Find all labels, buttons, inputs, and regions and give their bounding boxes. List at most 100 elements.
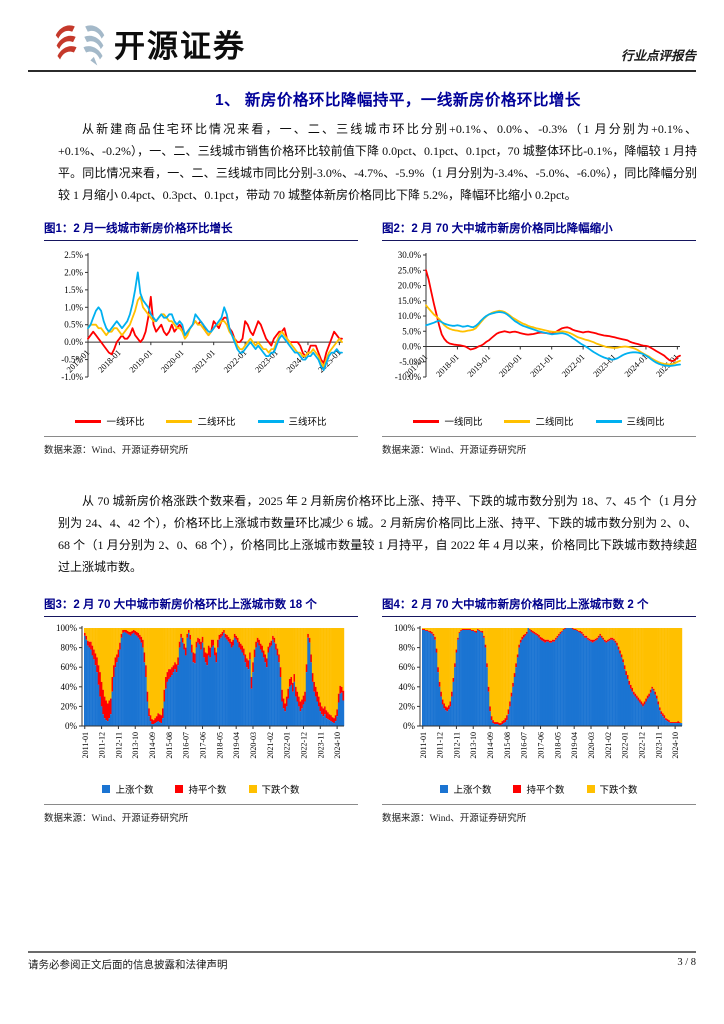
svg-text:2024-10: 2024-10	[333, 732, 342, 759]
legend-swatch	[504, 419, 531, 423]
figure-3-title: 图3：2 月 70 大中城市新房价格环比上涨城市数 18 个	[44, 596, 358, 617]
svg-text:2014-09: 2014-09	[148, 732, 157, 759]
svg-text:2015-08: 2015-08	[165, 732, 174, 759]
legend-swatch	[440, 785, 449, 793]
paragraph-1: 从新建商品住宅环比情况来看，一、二、三线城市环比分别+0.1%、0.0%、-0.…	[58, 122, 697, 202]
svg-text:2022-01: 2022-01	[559, 352, 586, 379]
svg-text:2016-07: 2016-07	[182, 732, 191, 759]
brand-logo: 开源证券	[54, 20, 246, 66]
svg-text:2021-02: 2021-02	[604, 732, 613, 759]
legend-item: 三线环比	[257, 414, 327, 428]
svg-text:2021-02: 2021-02	[266, 732, 275, 759]
figure-4-source: 数据来源：Wind、开源证券研究所	[382, 804, 696, 824]
svg-text:2018-01: 2018-01	[434, 352, 461, 379]
legend-item: 三线同比	[595, 414, 665, 428]
svg-text:60%: 60%	[61, 662, 78, 672]
svg-text:2016-07: 2016-07	[520, 732, 529, 759]
svg-text:2019-04: 2019-04	[232, 732, 241, 759]
svg-text:15.0%: 15.0%	[398, 296, 422, 306]
svg-text:2017-06: 2017-06	[537, 732, 546, 759]
svg-text:2.5%: 2.5%	[64, 250, 83, 260]
legend-item: 上涨个数	[102, 782, 153, 796]
svg-text:25.0%: 25.0%	[398, 265, 422, 275]
svg-text:-0.5%: -0.5%	[61, 355, 83, 365]
figure-3-source: 数据来源：Wind、开源证券研究所	[44, 804, 358, 824]
legend-label: 持平个数	[188, 786, 227, 796]
legend-swatch	[586, 785, 595, 793]
svg-text:0.0%: 0.0%	[64, 337, 83, 347]
svg-text:2019-01: 2019-01	[127, 347, 154, 374]
legend-item: 持平个数	[513, 782, 565, 796]
svg-text:2020-03: 2020-03	[587, 732, 596, 759]
figure-2: 图2：2 月 70 大中城市新房价格同比降幅缩小 30.0% 25.0% 20.0%…	[382, 220, 696, 456]
svg-text:2021-01: 2021-01	[190, 347, 217, 374]
figure-4-title: 图4：2 月 70 大中城市新房价格同比上涨城市数 2 个	[382, 596, 696, 617]
svg-text:80%: 80%	[61, 643, 78, 653]
legend-item: 一线同比	[413, 414, 482, 428]
svg-text:2011-01: 2011-01	[419, 732, 428, 758]
legend-item: 二线环比	[166, 414, 236, 428]
svg-text:40%: 40%	[61, 682, 78, 692]
legend-item: 下跌个数	[586, 782, 638, 796]
legend-label: 二线环比	[197, 418, 236, 428]
legend-label: 一线环比	[106, 418, 145, 428]
figure-1-chart: 2.5% 2.0% 1.5% 1.0% 0.5% 0.0% -0.5% -1.0% 2017-0…	[44, 247, 358, 412]
report-header: 开源证券 行业点评报告	[0, 0, 724, 66]
page-footer: 请务必参阅正文后面的信息披露和法律声明 3 / 8	[28, 951, 696, 972]
figure-4: 图4：2 月 70 大中城市新房价格同比上涨城市数 2 个 100% 80% 60%…	[382, 596, 696, 824]
legend-swatch	[75, 419, 102, 423]
figure-1-source: 数据来源：Wind、开源证券研究所	[44, 436, 358, 456]
legend-swatch	[248, 785, 257, 793]
legend-swatch	[102, 785, 111, 793]
svg-text:2018-05: 2018-05	[553, 732, 562, 759]
svg-text:0.0%: 0.0%	[402, 342, 421, 352]
svg-text:2019-04: 2019-04	[570, 732, 579, 759]
brand-logo-icon	[55, 25, 105, 66]
svg-text:2011-01: 2011-01	[81, 732, 90, 758]
svg-text:100%: 100%	[56, 623, 78, 633]
svg-text:2022-01: 2022-01	[221, 347, 248, 374]
legend-label: 三线环比	[288, 418, 327, 428]
figure-1: 图1：2 月一线城市新房价格环比增长 2.5% 2.0% 1.5% 1.0% 0.5% 0…	[44, 220, 358, 456]
svg-text:-5.0%: -5.0%	[399, 357, 421, 367]
figure-1-title: 图1：2 月一线城市新房价格环比增长	[44, 220, 358, 241]
svg-text:100%: 100%	[394, 623, 416, 633]
svg-text:2012-11: 2012-11	[452, 732, 461, 758]
legend-swatch	[513, 785, 522, 793]
svg-text:2018-05: 2018-05	[215, 732, 224, 759]
svg-text:2011-12: 2011-12	[98, 732, 107, 758]
svg-text:0%: 0%	[65, 721, 78, 731]
svg-text:60%: 60%	[399, 662, 416, 672]
svg-text:1.0%: 1.0%	[64, 302, 83, 312]
svg-text:2022-12: 2022-12	[299, 732, 308, 759]
svg-text:2014-09: 2014-09	[486, 732, 495, 759]
figure-2-legend: 一线同比 二线同比 三线同比	[382, 414, 696, 428]
svg-text:2020-03: 2020-03	[249, 732, 258, 759]
legend-label: 上涨个数	[115, 786, 154, 796]
brand-name: 开源证券	[114, 28, 246, 64]
figure-2-source: 数据来源：Wind、开源证券研究所	[382, 436, 696, 456]
svg-text:2023-11: 2023-11	[316, 732, 325, 758]
svg-text:2022-01: 2022-01	[283, 732, 292, 759]
svg-text:0.5%: 0.5%	[64, 320, 83, 330]
svg-text:0%: 0%	[403, 721, 416, 731]
figure-2-chart: 30.0% 25.0% 20.0% 15.0% 10.0% 5.0% 0.0% -5.0% -1…	[382, 247, 696, 412]
report-type-label: 行业点评报告	[620, 49, 696, 63]
figure-3-chart: 100% 80% 60% 40% 20% 0% 2011-01 2011-12 2012-11 2…	[44, 623, 358, 780]
legend-swatch	[595, 419, 622, 423]
svg-text:2017-06: 2017-06	[199, 732, 208, 759]
svg-text:2013-10: 2013-10	[469, 732, 478, 759]
svg-text:2019-01: 2019-01	[465, 352, 492, 379]
svg-text:20%: 20%	[61, 701, 78, 711]
figure-row-2: 图3：2 月 70 大中城市新房价格环比上涨城市数 18 个 100% 80% 60…	[44, 596, 696, 824]
legend-swatch	[413, 419, 440, 423]
figure-3: 图3：2 月 70 大中城市新房价格环比上涨城市数 18 个 100% 80% 60…	[44, 596, 358, 824]
paragraph-2: 从 70 城新房价格涨跌个数来看，2025 年 2 月新房价格环比上涨、持平、下…	[58, 494, 697, 574]
legend-swatch	[166, 419, 193, 423]
footer-disclaimer: 请务必参阅正文后面的信息披露和法律声明	[28, 960, 228, 971]
svg-text:2021-01: 2021-01	[528, 352, 555, 379]
legend-label: 下跌个数	[599, 786, 638, 796]
svg-text:2023-01: 2023-01	[253, 347, 280, 374]
legend-item: 下跌个数	[248, 782, 300, 796]
